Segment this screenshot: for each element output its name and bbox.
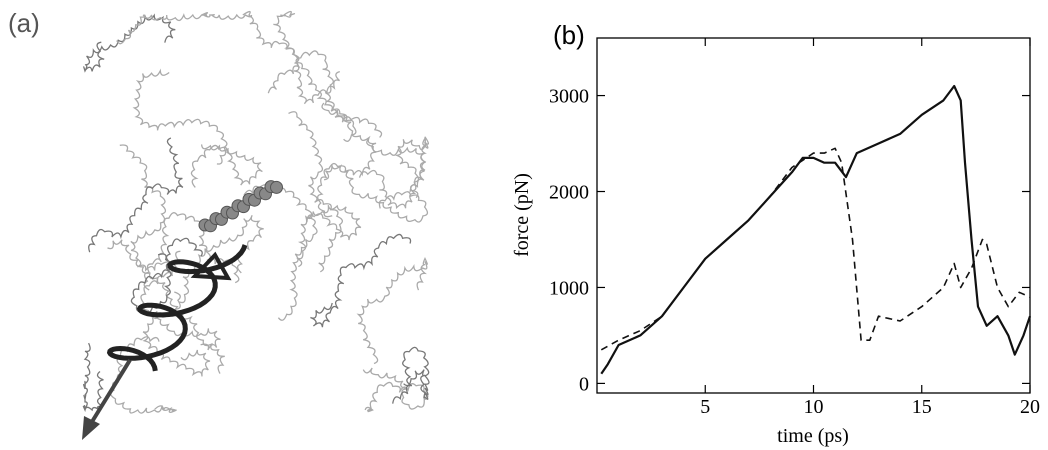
ligand-atom [270,180,283,194]
backbone-strand [392,346,430,404]
backbone-strand [130,237,203,314]
backbone-strand [116,12,253,45]
y-axis-label: force (pN) [511,173,533,257]
pull-arrow-shaft [88,358,132,427]
x-axis-label: time (ps) [777,425,849,447]
data-line [600,84,1032,375]
backbone-strand [273,10,340,105]
y-tick-label: 1000 [549,277,589,299]
x-tick-label: 10 [804,396,824,418]
backbone-strand [356,256,428,365]
backbone-strand [132,68,228,165]
backbone-strand [362,367,429,413]
direction-cone [190,251,232,281]
backbone-strand [190,144,263,188]
backbone-strand [323,164,429,223]
backbone-strand [358,138,427,210]
backbone-strand [83,13,176,73]
x-tick-label: 20 [1020,396,1040,418]
pulling-helix [106,244,248,372]
backbone-strand [310,233,412,328]
backbone-strand [242,10,357,142]
pull-arrow-head [82,416,100,440]
y-tick-label: 0 [579,373,589,395]
backbone-strand [140,250,221,351]
y-tick-label: 2000 [549,182,589,204]
backbone-strand [288,111,343,273]
protein-illustration [82,10,430,440]
backbone-strand [296,204,362,268]
panel-label: (b) [553,20,585,50]
x-tick-label: 5 [700,396,710,418]
y-tick-label: 3000 [549,86,589,108]
backbone-strand [394,136,430,199]
backbone-strand [267,50,383,138]
backbone-strand [179,215,264,304]
x-tick-label: 15 [912,396,932,418]
panel-label: (a) [8,8,40,38]
data-line [600,147,1031,351]
backbone-strand [317,102,377,218]
backbone-strand [88,137,184,253]
backbone-strand [82,342,104,413]
backbone-strand [107,239,225,374]
backbone-strand [119,144,171,272]
plot-frame [596,37,1031,394]
backbone-strand [110,336,177,414]
